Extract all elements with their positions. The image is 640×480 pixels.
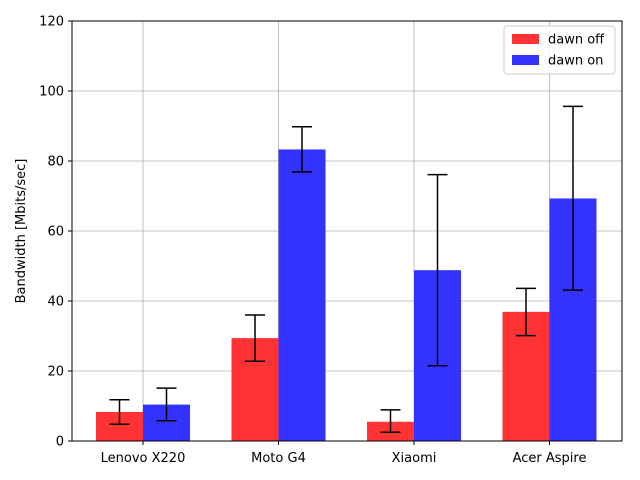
y-tick-label: 60 <box>47 225 64 240</box>
y-axis: 0 20 40 60 80 100 120 <box>39 15 72 450</box>
y-tick-label: 100 <box>39 85 64 100</box>
error-bars <box>109 105 583 433</box>
x-tick-label: Xiaomi <box>392 451 437 466</box>
y-tick-label: 40 <box>47 295 64 310</box>
x-tick-label: Acer Aspire <box>513 451 587 466</box>
bars <box>96 149 597 441</box>
legend-label: dawn off <box>548 33 605 48</box>
y-tick-label: 0 <box>56 435 64 450</box>
x-axis: Lenovo X220 Moto G4 Xiaomi Acer Aspire <box>101 441 587 466</box>
legend: dawn off dawn on <box>503 25 616 75</box>
x-tick-label: Lenovo X220 <box>101 451 186 466</box>
y-axis-label: Bandwidth [Mbits/sec] <box>14 159 29 304</box>
legend-label: dawn on <box>548 54 603 69</box>
y-tick-label: 80 <box>47 155 64 170</box>
y-tick-label: 20 <box>47 365 64 380</box>
legend-swatch <box>512 55 539 65</box>
bar-dawn-on <box>278 149 326 441</box>
y-tick-label: 120 <box>39 15 64 30</box>
legend-swatch <box>512 34 539 44</box>
x-tick-label: Moto G4 <box>251 451 306 466</box>
